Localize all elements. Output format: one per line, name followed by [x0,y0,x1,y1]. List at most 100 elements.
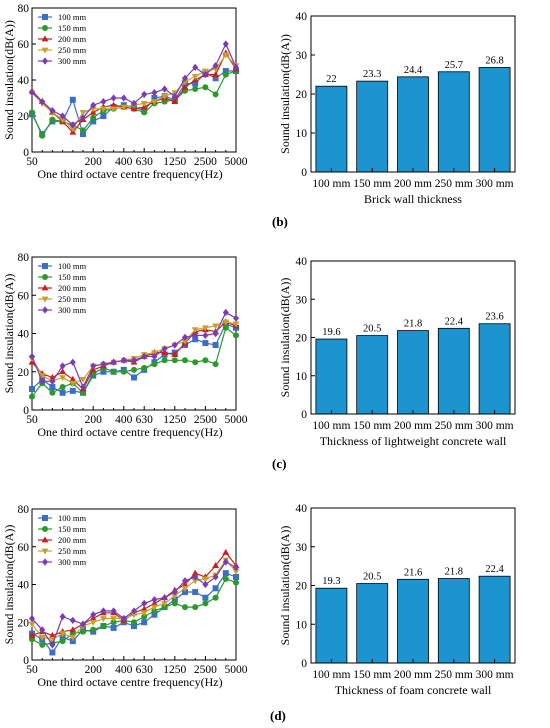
bar2-y-axis-title: Sound insulation(dB(A)) [278,526,292,646]
bar1-xtick-label: 150 mm [353,420,391,432]
line2-point-2-2 [49,631,56,638]
line0-point-4-3 [59,112,66,120]
line2-point-1-13 [161,604,168,611]
line2-point-4-14 [171,588,178,596]
line2-xtick-label: 5000 [225,664,248,676]
line1-point-1-8 [110,368,117,375]
bar0-bar-1 [356,80,389,173]
line1-point-4-13 [161,345,168,353]
line1-point-4-8 [110,358,117,366]
bar0-bar-4 [478,67,511,173]
bar0-xtick-label: 200 mm [394,178,432,190]
line2-point-3-11 [140,610,148,617]
line1-legend-label-0: 100 mm [58,261,86,271]
line1-point-1-9 [120,368,127,375]
line0-point-1-16 [192,86,199,92]
bar2-data-label-2: 21.6 [404,567,422,578]
line0-point-1-17 [202,84,209,91]
bar2-data-label-1: 20.5 [363,572,381,583]
line2-point-1-14 [171,600,178,607]
line0-ytick-label: 80 [18,3,30,15]
line2-point-3-4 [69,634,77,641]
bar0-data-label-3: 25.7 [445,60,463,71]
line1-point-3-20 [232,321,240,328]
bar1-bar-2 [397,330,429,415]
line0-point-4-9 [120,94,127,102]
line2-xtick-label: 50 [26,664,38,676]
line2-point-2-19 [222,548,230,555]
line2-point-3-3 [59,631,66,638]
bar2-data-label-4: 22.4 [485,564,504,575]
line0-point-4-0 [29,89,35,97]
line1-x-axis-title: One third octave centre frequency(Hz) [37,425,222,439]
bar0-xtick-label: 250 mm [435,178,473,190]
line0-point-4-15 [182,74,188,82]
line0-legend-marker-1 [42,25,48,31]
line2-legend-marker-4 [42,558,48,566]
line1-point-4-1 [39,377,46,385]
line2-point-4-18 [212,573,219,581]
line0-point-4-19 [222,40,229,48]
line1-ytick-label: 60 [18,290,30,302]
line1-point-0-0 [29,385,35,392]
line2-xtick-label: 400 [115,664,133,676]
line0-legend-label-4: 300 mm [58,56,86,66]
bar0-data-label-2: 24.4 [404,65,423,76]
line2-point-4-0 [29,614,35,623]
line2-point-3-13 [161,600,168,607]
bar0-bar-2 [397,76,429,173]
bar1-data-label-0: 19.6 [322,327,340,338]
line2-point-3-8 [110,616,117,623]
bar2-data-label-3: 21.8 [445,567,463,578]
line2-point-0-14 [171,596,178,603]
line0-xtick-label: 200 [85,156,103,168]
line1-point-1-18 [212,361,219,368]
line1-point-1-0 [29,393,35,400]
line2-point-0-10 [131,623,137,630]
line2-point-0-20 [233,573,239,580]
bar1-x-axis-title: Thickness of lightweight concrete wall [320,434,507,448]
line2-point-1-3 [59,638,66,645]
line2-point-4-11 [141,599,148,607]
line2-point-4-15 [182,577,188,585]
line2-legend-label-4: 300 mm [58,557,86,567]
line1-point-3-17 [202,325,209,332]
line2-point-3-2 [49,636,56,643]
bar2-xtick-label: 250 mm [435,669,473,681]
line1-point-0-18 [212,341,219,348]
bar2-ytick-label: 30 [296,542,308,554]
line1-point-1-19 [222,324,229,331]
line1-point-0-7 [100,368,107,375]
line2-point-4-4 [69,616,76,624]
line1-point-3-4 [69,380,77,387]
bar2-bar-2 [397,578,429,664]
line2-point-0-3 [59,634,66,641]
line0-point-3-7 [100,106,107,113]
line1-ytick-label: 40 [18,329,30,341]
line1-point-0-4 [69,387,76,394]
line1-legend-label-2: 200 mm [58,283,86,293]
line1-point-4-4 [69,358,76,366]
line1-point-4-6 [90,362,97,370]
bar2-ytick-label: 20 [296,581,308,593]
bar2-xtick-label: 300 mm [476,669,514,681]
bar2-bar-3 [437,578,470,664]
line2-point-1-16 [192,604,199,611]
bar0-data-label-0: 22 [326,74,337,85]
line1-point-1-15 [182,357,188,364]
line1-point-4-20 [233,314,239,322]
line1-y-axis-title: Sound insulation(dB(A)) [2,274,16,394]
line2-point-0-11 [141,619,148,626]
line1-point-4-12 [151,352,158,361]
line2-point-3-7 [100,616,107,623]
bar0-data-label-1: 23.3 [363,69,381,80]
line2-point-2-16 [191,569,199,576]
line2-point-1-19 [222,575,229,582]
line1-point-2-3 [59,368,66,375]
line0-point-3-4 [69,126,77,133]
line1-point-1-3 [59,384,66,391]
line2-ytick-label: 20 [18,617,30,629]
line1-point-0-3 [59,389,66,396]
line0-y-axis-title: Sound insulation(dB(A)) [2,20,16,140]
line1-point-3-18 [212,323,219,330]
